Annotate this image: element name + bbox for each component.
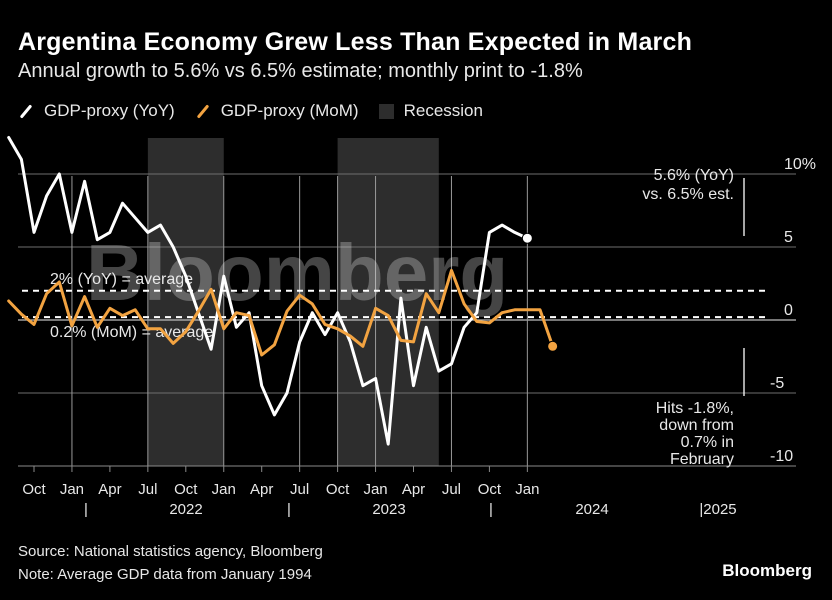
legend-recession-swatch	[378, 103, 394, 119]
y-tick-label-1: 5	[784, 229, 793, 246]
legend-mom-label: GDP-proxy (MoM)	[220, 101, 359, 120]
x-tick-label-4: Oct	[174, 481, 198, 498]
x-tick-label-13: Jan	[515, 481, 539, 498]
annotation-mom-line-1: Hits -1.8%,	[656, 400, 734, 417]
y-tick-label-0: 10%	[784, 156, 816, 173]
x-tick-label-9: Jan	[363, 481, 387, 498]
series-line-mom	[7, 268, 555, 357]
year-label-1: 2022	[169, 501, 202, 518]
year-label-2: 2023	[372, 501, 405, 518]
bloomberg-logo: Bloomberg	[722, 561, 812, 580]
annotation-yoy-line-1: 5.6% (YoY)	[654, 167, 734, 184]
x-tick-label-6: Apr	[250, 481, 273, 498]
last-point-yoy	[521, 232, 533, 244]
average-label-mom: 0.2% (MoM) = average	[50, 324, 213, 341]
series-line-yoy	[7, 136, 529, 446]
annotation-mom-line-3: 0.7% in	[681, 434, 734, 451]
chart-title: Argentina Economy Grew Less Than Expecte…	[18, 28, 693, 56]
average-label-yoy: 2% (YoY) = average	[50, 271, 193, 288]
year-separator-1: |	[84, 501, 88, 518]
annotation-yoy-line-2: vs. 6.5% est.	[642, 186, 734, 203]
recession-band-1	[147, 138, 224, 466]
y-tick-label-3: -5	[770, 375, 784, 392]
year-separator-2: |	[287, 501, 291, 518]
footnote: Note: Average GDP data from January 1994	[18, 566, 312, 583]
year-separator-3: |	[489, 501, 493, 518]
x-tick-label-1: Jan	[60, 481, 84, 498]
legend-item-recession: Recession	[378, 101, 483, 121]
last-point-mom	[547, 340, 559, 352]
legend-item-mom: GDP-proxy (MoM)	[195, 101, 359, 121]
legend: GDP-proxy (YoY) GDP-proxy (MoM) Recessio…	[18, 100, 503, 122]
legend-yoy-label: GDP-proxy (YoY)	[44, 101, 175, 120]
annotation-mom-line-2: down from	[659, 417, 734, 434]
y-tick-label-2: 0	[784, 302, 793, 319]
x-tick-label-3: Jul	[138, 481, 157, 498]
source-note: Source: National statistics agency, Bloo…	[18, 543, 323, 560]
x-tick-label-2: Apr	[98, 481, 121, 498]
watermark: Bloomberg	[86, 228, 508, 317]
annotation-mom-line-4: February	[670, 451, 734, 468]
x-tick-label-5: Jan	[212, 481, 236, 498]
x-tick-label-10: Apr	[402, 481, 425, 498]
y-tick-label-4: -10	[770, 448, 793, 465]
year-label-4: |2025	[699, 501, 736, 518]
x-tick-label-12: Oct	[478, 481, 502, 498]
x-tick-label-8: Oct	[326, 481, 350, 498]
legend-recession-label: Recession	[403, 101, 483, 120]
chart-subtitle: Annual growth to 5.6% vs 6.5% estimate; …	[18, 60, 583, 82]
x-tick-label-0: Oct	[22, 481, 46, 498]
x-tick-label-11: Jul	[442, 481, 461, 498]
x-tick-label-7: Jul	[290, 481, 309, 498]
legend-item-yoy: GDP-proxy (YoY)	[18, 101, 175, 121]
year-label-3: 2024	[575, 501, 608, 518]
recession-band-2	[337, 138, 439, 466]
